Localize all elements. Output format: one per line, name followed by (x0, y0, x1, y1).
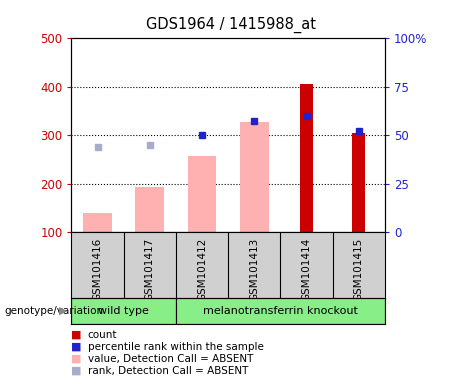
Text: ■: ■ (71, 366, 82, 376)
Bar (300, 84, 313, 232)
Text: melanotransferrin knockout: melanotransferrin knockout (203, 306, 358, 316)
Text: ▶: ▶ (59, 306, 68, 316)
Bar (71, 298, 176, 324)
Bar (136, 187, 164, 232)
Text: ■: ■ (71, 354, 82, 364)
Text: ■: ■ (71, 330, 82, 340)
Text: GSM101416: GSM101416 (93, 238, 103, 301)
Text: genotype/variation: genotype/variation (5, 306, 104, 316)
Text: GSM101413: GSM101413 (249, 238, 260, 301)
Text: GSM101414: GSM101414 (301, 238, 312, 301)
Text: wild type: wild type (98, 306, 149, 316)
Bar (176, 298, 385, 324)
Text: ■: ■ (71, 342, 82, 352)
Bar (83, 213, 112, 232)
Text: rank, Detection Call = ABSENT: rank, Detection Call = ABSENT (88, 366, 248, 376)
Text: value, Detection Call = ABSENT: value, Detection Call = ABSENT (88, 354, 253, 364)
Text: count: count (88, 330, 117, 340)
Text: percentile rank within the sample: percentile rank within the sample (88, 342, 264, 352)
Text: GSM101415: GSM101415 (354, 238, 364, 301)
Text: GSM101417: GSM101417 (145, 238, 155, 301)
Bar (188, 156, 216, 232)
Text: GSM101412: GSM101412 (197, 238, 207, 301)
Text: GDS1964 / 1415988_at: GDS1964 / 1415988_at (146, 17, 315, 33)
Bar (240, 122, 269, 232)
Bar (352, 133, 365, 232)
